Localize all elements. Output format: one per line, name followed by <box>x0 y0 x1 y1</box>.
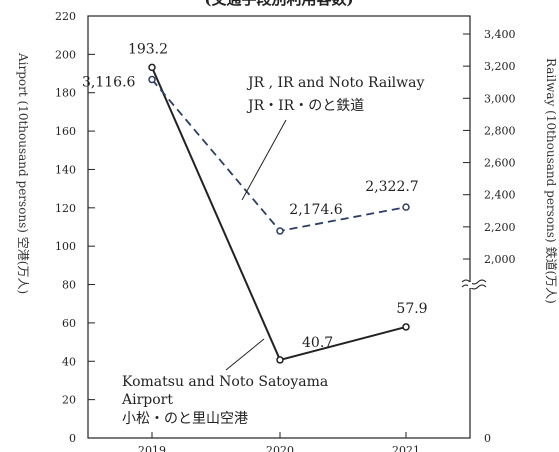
airport-data-label: 40.7 <box>302 335 333 351</box>
axis-break-mark <box>461 279 487 290</box>
right-axis-ticks: 0 2,000 2,200 2,400 2,600 2,800 3,000 3,200 3,40… <box>463 28 516 445</box>
right-axis-title: Railway (10thousand persons) 鉄道(万人) <box>544 58 559 304</box>
left-tick-label: 180 <box>55 87 76 100</box>
right-tick-label: 3,000 <box>484 92 516 105</box>
right-tick-label: 2,800 <box>484 124 516 137</box>
plot-frame <box>87 15 471 439</box>
airport-annotation-line-1: Komatsu and Noto Satoyama <box>122 374 328 390</box>
railway-data-point <box>402 203 410 211</box>
right-tick-label: 0 <box>484 432 491 445</box>
chart-title: (交通手段別利用客数) <box>204 0 353 8</box>
callout-leader-railway <box>241 119 287 201</box>
x-axis-ticks: 2019 2020 2021 <box>138 432 420 452</box>
left-tick-label: 220 <box>55 10 76 23</box>
x-tick-label: 2020 <box>266 444 294 452</box>
right-tick-label: 3,200 <box>484 60 516 73</box>
railway-data-label: 2,322.7 <box>365 179 418 195</box>
left-tick-label: 200 <box>55 48 76 61</box>
right-tick-label: 2,200 <box>484 221 516 234</box>
left-tick-label: 80 <box>62 279 76 292</box>
label-layer: 193.2 40.7 57.9 3,116.6 2,174.6 2,322.7 <box>82 41 428 351</box>
railway-annotation-line-2: JR・IR・のと鉄道 <box>246 98 364 114</box>
left-tick-label: 160 <box>55 125 76 138</box>
right-tick-label: 2,400 <box>484 189 516 202</box>
right-tick-label: 3,400 <box>484 28 516 41</box>
railway-annotation-line-1: JR , IR and Noto Railway <box>246 75 424 91</box>
left-axis-title: Airport (10thousand persons) 空港(万人) <box>16 52 30 294</box>
railway-data-label: 3,116.6 <box>82 75 136 91</box>
airport-data-point <box>402 323 410 331</box>
airport-data-point <box>276 356 284 364</box>
railway-data-point <box>148 75 156 84</box>
left-tick-label: 120 <box>55 202 76 215</box>
right-tick-label: 2,000 <box>484 253 516 266</box>
x-tick-label: 2019 <box>138 444 166 452</box>
right-tick-label: 2,600 <box>484 157 516 170</box>
left-tick-label: 140 <box>55 163 76 176</box>
railway-data-label: 2,174.6 <box>289 202 343 218</box>
left-tick-label: 60 <box>62 317 76 330</box>
x-tick-label: 2021 <box>392 444 420 452</box>
left-axis-ticks: 0 20 40 60 80 100 120 140 160 180 200 220 <box>55 10 95 445</box>
left-tick-label: 100 <box>55 240 76 253</box>
left-tick-label: 40 <box>62 355 76 368</box>
left-tick-label: 20 <box>62 394 76 407</box>
railway-data-point <box>276 227 284 235</box>
left-tick-label: 0 <box>69 432 76 445</box>
airport-annotation-line-2: Airport <box>121 392 173 408</box>
airport-data-label: 193.2 <box>128 41 168 57</box>
airport-annotation-line-3: 小松・のと里山空港 <box>122 411 248 427</box>
callout-leader-airport <box>225 338 265 371</box>
airport-data-point <box>148 63 156 72</box>
axis-break-gap <box>468 282 472 288</box>
airport-data-label: 57.9 <box>396 301 427 317</box>
series-layer <box>148 63 410 364</box>
